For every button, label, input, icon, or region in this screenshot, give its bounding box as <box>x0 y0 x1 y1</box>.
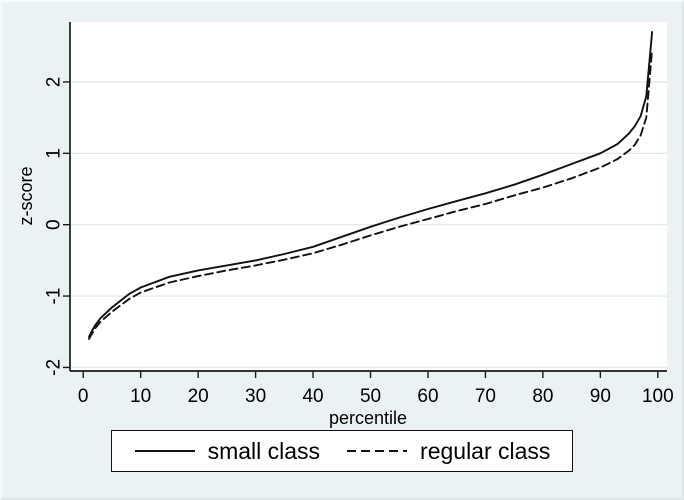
legend-item-small-class: small class <box>134 438 320 465</box>
legend-box: small class regular class <box>110 430 574 472</box>
x-tick-label: 30 <box>245 386 266 407</box>
x-tick-label: 80 <box>532 386 553 407</box>
legend-line-solid-icon <box>134 450 195 452</box>
x-tick-label: 50 <box>360 386 381 407</box>
series-line-regular-class <box>88 48 654 340</box>
axes <box>69 22 667 372</box>
y-gridlines <box>70 81 667 369</box>
y-tick-label: 2 <box>44 77 65 88</box>
legend-label: small class <box>207 437 321 464</box>
y-tick-label: 1 <box>44 148 65 159</box>
series-line-small-class <box>88 31 654 338</box>
y-tick-label: 0 <box>44 219 65 230</box>
y-tick-label: -1 <box>44 288 65 305</box>
y-axis-ticks: -2 -1 0 1 2 <box>44 77 70 376</box>
x-tick-label: 90 <box>590 386 611 407</box>
plot-area <box>70 22 667 371</box>
x-tick-label: 40 <box>302 386 323 407</box>
series-lines <box>88 31 654 340</box>
x-axis-title: percentile <box>329 408 407 428</box>
x-axis-ticks: 0 10 20 30 40 50 60 70 80 90 100 <box>78 371 674 407</box>
y-tick-label: -2 <box>44 359 65 376</box>
x-tick-label: 0 <box>78 386 89 407</box>
y-axis-title: z-score <box>16 166 36 225</box>
legend-line-dashed-icon <box>347 450 408 452</box>
legend-label: regular class <box>420 437 551 464</box>
x-tick-label: 60 <box>417 386 438 407</box>
x-tick-label: 10 <box>130 386 151 407</box>
legend-item-regular-class: regular class <box>346 438 550 465</box>
x-tick-label: 100 <box>642 386 674 407</box>
x-tick-label: 20 <box>188 386 209 407</box>
chart-svg: 0 10 20 30 40 50 60 70 80 90 100 -2 -1 0 1 2 percentil… <box>16 22 674 428</box>
x-tick-label: 70 <box>475 386 496 407</box>
legend-container: small class regular class <box>2 430 682 472</box>
